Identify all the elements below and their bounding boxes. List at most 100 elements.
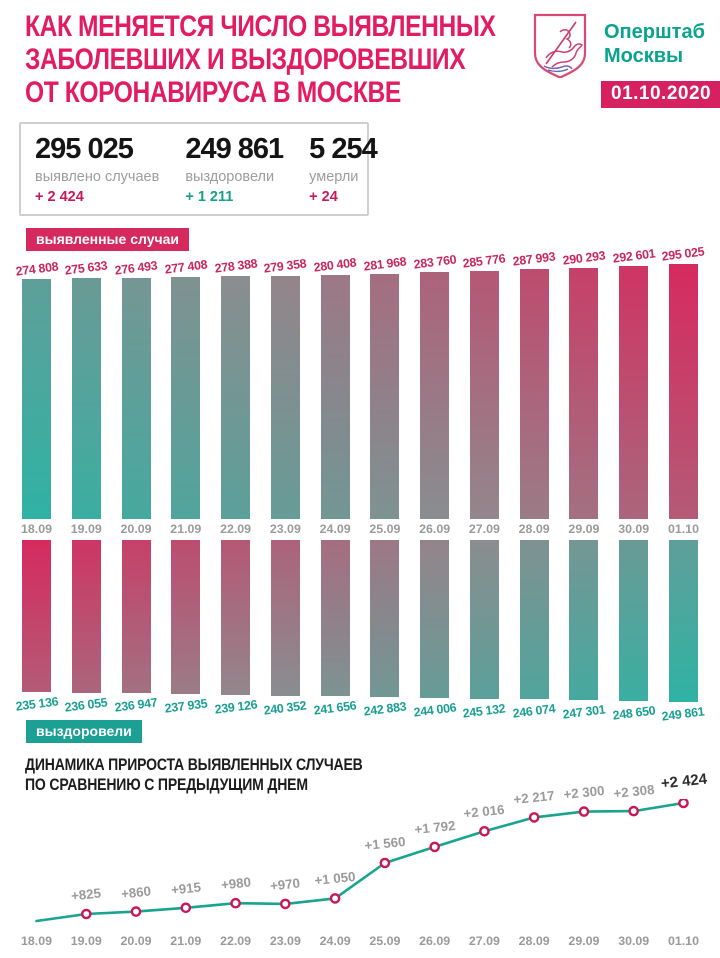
bar-value-label-text: 237 935 — [163, 696, 208, 716]
bar-value-label-text: 247 301 — [561, 702, 606, 722]
bar-column: 281 968 — [363, 254, 407, 519]
date-label: 18.09 — [21, 522, 53, 536]
bar-value-label: 246 074 — [512, 702, 556, 721]
bar-column: 274 808 — [14, 259, 59, 519]
data-point-marker — [479, 825, 490, 837]
data-point-marker — [180, 902, 192, 914]
bar-column: 247 301 — [562, 540, 606, 722]
trend-line — [35, 801, 685, 923]
bar — [221, 540, 251, 695]
bar-column: 283 760 — [413, 253, 457, 519]
bar-value-label-text: 236 947 — [113, 695, 159, 715]
bar-value-label: 279 358 — [263, 256, 307, 275]
summary-card-recovered: 249 861 выздоровели + 1 211 — [185, 133, 284, 205]
bar-column: 242 883 — [363, 540, 407, 719]
bar — [619, 265, 649, 519]
date-label: 27.09 — [468, 522, 500, 536]
date-label: 29.09 — [568, 934, 600, 948]
date-label: 27.09 — [468, 934, 500, 948]
deaths-delta: + 24 — [309, 189, 338, 205]
bar — [320, 540, 350, 697]
data-point-marker — [429, 841, 441, 853]
bar-column: 240 352 — [263, 540, 307, 717]
deaths-label: умерли — [309, 169, 359, 185]
bar-value-label-text: 241 656 — [313, 698, 358, 718]
data-point-marker — [628, 805, 640, 817]
bar-value-label-text: 242 883 — [362, 699, 407, 719]
daily-increase-chart: +825 +860 +915 +980 +970 +1 050 +1 560 +1 792 +2… — [0, 771, 720, 931]
line-chart-dates-axis: 18.09 19.09 20.09 21.09 22.09 23.09 24.09 25.09… — [0, 931, 720, 951]
bar — [121, 540, 151, 694]
date-label: 25.09 — [369, 934, 401, 948]
date-cell: 25.09 — [369, 522, 400, 536]
bar-column: 236 055 — [64, 540, 108, 714]
detected-badge-row: выявленные случаи — [26, 228, 720, 251]
date-label: 01.10 — [667, 522, 699, 536]
bar-column: 235 136 — [14, 540, 59, 714]
bar-value-label-text: 240 352 — [263, 697, 308, 718]
bar — [22, 279, 51, 519]
bar-column: 285 776 — [462, 251, 506, 519]
bar-value-label: 239 126 — [214, 697, 258, 716]
bar — [420, 540, 450, 698]
date-cell: 22.09 — [220, 522, 251, 536]
bar-value-label: 241 656 — [313, 699, 357, 718]
bar — [270, 540, 300, 696]
data-point-marker — [130, 906, 142, 917]
date-cell: 23.09 — [270, 522, 301, 536]
date-label: 30.09 — [618, 934, 650, 948]
bar-value-label: 244 006 — [413, 700, 457, 719]
bar-value-label-text: 244 006 — [412, 700, 457, 720]
bar-column: 279 358 — [263, 256, 307, 519]
bar-value-label-text: 236 055 — [64, 695, 109, 715]
bar — [71, 278, 101, 519]
bar-value-label-text: 285 776 — [462, 251, 507, 271]
bar-value-label-text: 283 760 — [412, 252, 457, 272]
page-title-line: ЗАБОЛЕВШИХ И ВЫЗДОРОВЕВШИХ — [25, 43, 466, 76]
bar — [619, 540, 649, 702]
bar-column: 236 947 — [114, 540, 158, 715]
data-point-marker — [230, 897, 241, 909]
bar-value-label: 280 408 — [313, 255, 357, 274]
summary-box: 295 025 выявлено случаев + 2 424 249 861… — [19, 122, 378, 216]
bar-value-label: 237 935 — [164, 696, 208, 715]
recovered-badge-row: выздоровели — [26, 720, 720, 743]
bar-column: 248 650 — [612, 540, 656, 723]
bar-column: 246 074 — [512, 540, 556, 721]
date-label: 29.09 — [568, 522, 600, 536]
date-label: 20.09 — [120, 934, 152, 948]
bar-column: 245 132 — [462, 540, 506, 720]
bar — [121, 277, 151, 519]
bar-value-label: 235 136 — [14, 694, 58, 713]
date-cell: 20.09 — [120, 934, 152, 948]
line-chart-title: ДИНАМИКА ПРИРОСТА ВЫЯВЛЕННЫХ СЛУЧАЕВ ПО … — [25, 756, 616, 795]
bar-column: 275 633 — [64, 259, 108, 519]
detected-total: 295 025 — [35, 133, 134, 165]
bar-value-label: 276 493 — [114, 258, 158, 277]
date-cell: 22.09 — [220, 934, 251, 948]
bar-value-label: 290 293 — [562, 248, 606, 267]
bar-value-label-text: 275 633 — [64, 258, 109, 278]
bar-column: 290 293 — [562, 248, 606, 519]
shared-dates-axis: 18.09 19.09 20.09 21.09 22.09 23.09 24.09 25.09… — [0, 519, 720, 539]
bar — [469, 540, 499, 699]
data-point-marker — [279, 898, 291, 910]
data-point-marker — [329, 893, 341, 904]
bar-value-label-text: 239 126 — [213, 697, 258, 717]
bar-value-label: 236 055 — [64, 695, 108, 714]
bar-value-label-text: 278 388 — [213, 256, 258, 276]
bar-value-label-text: 235 136 — [14, 694, 59, 714]
bar-column: 244 006 — [413, 540, 457, 720]
bar-value-label-text: 292 601 — [611, 246, 656, 266]
bar — [420, 272, 450, 519]
bar-value-label: 277 408 — [164, 258, 208, 277]
bar — [370, 540, 400, 698]
recovered-label: выздоровели — [185, 169, 275, 185]
bar-column: 278 388 — [214, 257, 258, 519]
bar-column: 249 861 — [661, 540, 705, 724]
bar-column: 295 025 — [661, 244, 705, 519]
date-cell: 21.09 — [170, 934, 201, 948]
bar — [569, 540, 599, 701]
date-cell: 18.09 — [21, 522, 53, 536]
date-cell: 21.09 — [170, 522, 201, 536]
